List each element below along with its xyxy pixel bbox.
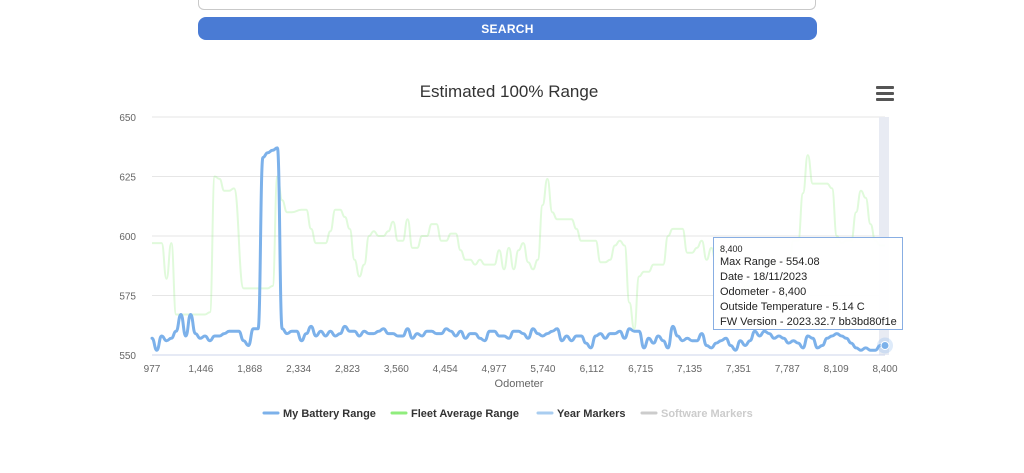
legend-label: Fleet Average Range [411, 408, 519, 420]
chart-context-menu-icon[interactable] [876, 86, 894, 102]
x-tick-label: 5,740 [530, 364, 555, 375]
legend-item-software-markers[interactable]: Software Markers [640, 408, 753, 420]
x-tick-label: 1,446 [188, 364, 213, 375]
x-tick-label: 3,560 [384, 364, 409, 375]
x-tick-label: 977 [144, 364, 161, 375]
chart-tooltip: 8,400 Max Range - 554.08 Date - 18/11/20… [713, 237, 903, 330]
legend-item-fleet-average-range[interactable]: Fleet Average Range [390, 408, 519, 420]
legend-label: Software Markers [661, 408, 753, 420]
x-tick-label: 4,454 [433, 364, 458, 375]
x-tick-label: 6,715 [628, 364, 653, 375]
hover-highlight-band [879, 117, 889, 355]
chart-title: Estimated 100% Range [420, 82, 599, 101]
search-button[interactable]: SEARCH [198, 17, 817, 40]
x-tick-label: 7,351 [726, 364, 751, 375]
x-axis-title: Odometer [495, 378, 544, 390]
series-line-my-battery-range [150, 146, 887, 352]
tooltip-outside-temperature: Outside Temperature - 5.14 C [720, 301, 865, 313]
legend-item-year-markers[interactable]: Year Markers [536, 408, 626, 420]
y-axis: 550 575 600 625 650 [119, 113, 136, 362]
gridlines [152, 116, 885, 296]
x-tick-label: 2,823 [335, 364, 360, 375]
x-tick-label: 7,787 [775, 364, 800, 375]
x-tick-label: 8,400 [872, 364, 897, 375]
legend-item-my-battery-range[interactable]: My Battery Range [262, 408, 376, 420]
tooltip-date: Date - 18/11/2023 [720, 271, 808, 283]
legend-label: My Battery Range [283, 408, 376, 420]
x-axis: 977 1,446 1,868 2,334 2,823 3,560 4,454 4,977 5,… [144, 364, 898, 375]
x-tick-label: 6,112 [580, 364, 605, 375]
tooltip-header: 8,400 [720, 244, 743, 254]
hover-point[interactable] [880, 340, 890, 350]
y-tick-label: 550 [119, 351, 136, 362]
legend-label: Year Markers [557, 408, 626, 420]
tooltip-odometer: Odometer - 8,400 [720, 286, 807, 298]
x-tick-label: 1,868 [237, 364, 262, 375]
y-tick-label: 600 [119, 232, 136, 243]
y-tick-label: 625 [119, 173, 136, 184]
x-tick-label: 4,977 [482, 364, 507, 375]
y-tick-label: 650 [119, 113, 136, 124]
search-input-bottom-edge[interactable] [198, 0, 816, 10]
x-tick-label: 8,109 [824, 364, 849, 375]
x-tick-label: 7,135 [677, 364, 702, 375]
x-tick-label: 2,334 [286, 364, 311, 375]
tooltip-max-range: Max Range - 554.08 [720, 256, 820, 268]
legend[interactable]: My Battery Range Fleet Average Range Year … [262, 408, 753, 420]
y-tick-label: 575 [119, 292, 136, 303]
tooltip-fw-version: FW Version - 2023.32.7 bb3bd80f1e [720, 316, 897, 328]
